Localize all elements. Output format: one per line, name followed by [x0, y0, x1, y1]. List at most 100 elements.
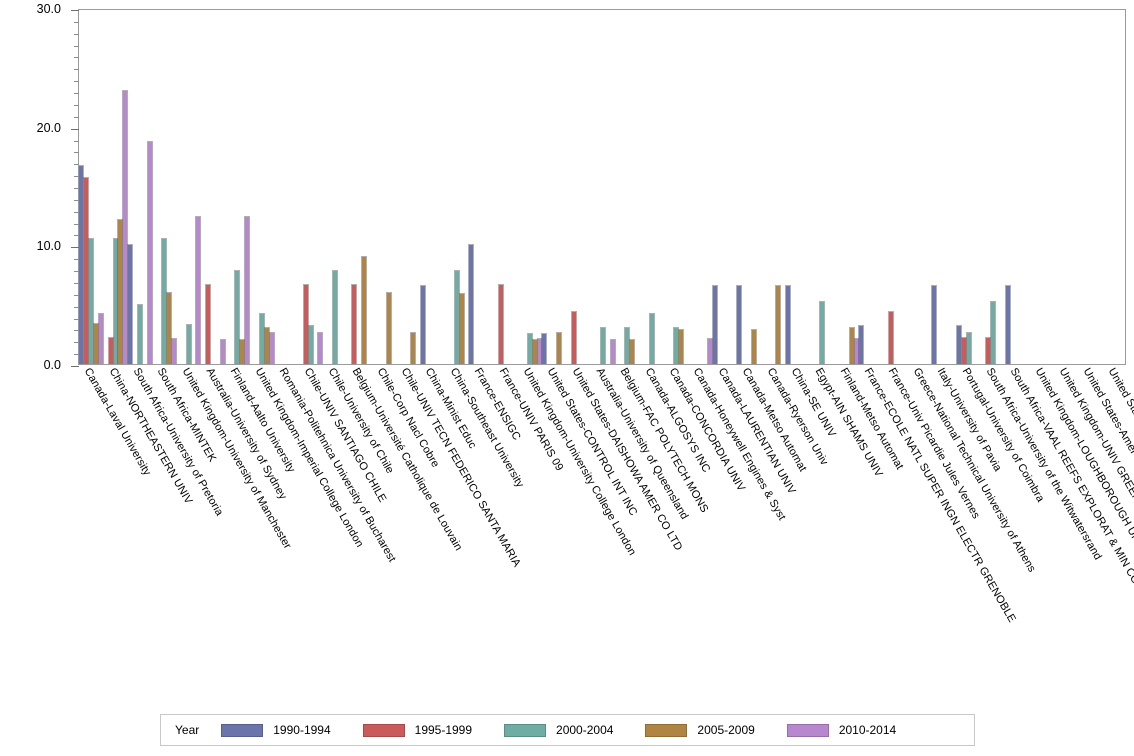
y-tick-major	[71, 10, 79, 11]
bar	[263, 327, 270, 364]
bar-group	[640, 10, 664, 364]
y-tick-minor	[74, 188, 79, 189]
y-tick-major	[71, 128, 79, 130]
legend-entry[interactable]: 2010-2014	[786, 723, 896, 737]
bar	[79, 164, 85, 364]
y-tick-minor	[74, 354, 79, 356]
bar	[331, 270, 338, 364]
bar-group	[615, 10, 639, 364]
y-tick-minor	[74, 176, 79, 178]
bar-group	[347, 10, 371, 364]
bar	[93, 322, 100, 364]
bar	[673, 327, 680, 364]
bar	[419, 284, 426, 364]
bar	[599, 327, 606, 364]
y-tick-minor	[74, 104, 79, 106]
bar	[127, 244, 134, 364]
bar	[819, 301, 826, 364]
legend-entry[interactable]: 1990-1994	[221, 723, 331, 737]
bar-group	[712, 10, 737, 364]
bar	[195, 215, 202, 364]
bar	[83, 176, 90, 364]
y-tick-label: 10.0	[36, 239, 61, 254]
bar	[458, 293, 465, 364]
bar	[931, 284, 938, 364]
bar	[136, 303, 143, 364]
bar	[185, 323, 192, 364]
bar-group	[152, 10, 178, 364]
bar	[317, 332, 324, 364]
bar	[361, 256, 368, 364]
y-tick-minor	[74, 33, 79, 35]
bar-group	[396, 10, 420, 364]
legend-label: 1990-1994	[273, 723, 331, 737]
y-tick-minor	[74, 199, 79, 201]
bar-group	[201, 10, 226, 364]
y-tick-minor	[74, 164, 79, 166]
bar	[648, 313, 655, 364]
bar-group	[419, 10, 444, 364]
bar	[171, 338, 178, 364]
bar-group	[1030, 10, 1054, 364]
y-tick-minor	[74, 306, 79, 308]
bar	[965, 332, 972, 364]
bar	[736, 284, 743, 364]
bar-group	[274, 10, 298, 364]
bar-group	[127, 10, 153, 364]
bar-group	[250, 10, 275, 364]
bar	[161, 238, 168, 364]
bar-group	[225, 10, 251, 364]
bar	[785, 284, 792, 364]
bar-group	[955, 10, 980, 364]
bar	[122, 90, 129, 364]
legend-entry[interactable]: 2000-2004	[504, 723, 613, 737]
y-tick-minor	[74, 294, 79, 296]
plot-area: 0.0 10.0 20.0 30.0	[37, 2, 1126, 372]
x-axis-labels: Canada-Laval University China-NORTHEASTER…	[0, 366, 1134, 696]
bar-group	[664, 10, 688, 364]
bar-group	[298, 10, 324, 364]
bar	[531, 339, 538, 364]
bar	[536, 338, 543, 364]
bar	[887, 310, 894, 364]
bar-group	[1004, 10, 1029, 364]
bar	[385, 291, 392, 364]
bar-group	[103, 10, 129, 364]
bar	[234, 270, 241, 364]
legend-swatch	[221, 723, 264, 737]
bar	[112, 238, 119, 364]
bar-group	[541, 10, 566, 364]
bar	[239, 339, 246, 364]
bar-group	[736, 10, 761, 364]
bar	[307, 325, 314, 364]
plot-wrapper: 0.0 10.0 20.0 30.0	[37, 2, 1126, 372]
bar-group	[810, 10, 834, 364]
bar	[88, 238, 95, 364]
bar	[409, 332, 416, 364]
bar	[751, 328, 758, 364]
legend-entry[interactable]: 1995-1999	[362, 723, 472, 737]
bar-group	[445, 10, 469, 364]
bar-group	[1054, 10, 1078, 364]
bar	[775, 284, 782, 364]
bar	[858, 325, 865, 364]
bar-group	[858, 10, 883, 364]
bar	[955, 325, 962, 364]
bar-group	[591, 10, 616, 364]
y-tick-label: 20.0	[36, 120, 61, 135]
bar-group	[1078, 10, 1102, 364]
bar	[1004, 284, 1011, 364]
legend-entry[interactable]: 2005-2009	[645, 723, 755, 737]
y-tick-minor	[74, 223, 79, 225]
bar	[97, 313, 104, 364]
y-tick-minor	[74, 116, 79, 118]
legend-title: Year	[175, 723, 200, 737]
y-tick-minor	[74, 152, 79, 154]
bar-group	[1103, 10, 1125, 364]
bar-group	[566, 10, 590, 364]
bar-group	[908, 10, 932, 364]
bar	[146, 141, 153, 364]
y-tick-label: 30.0	[36, 2, 61, 16]
y-tick-minor	[74, 81, 79, 83]
